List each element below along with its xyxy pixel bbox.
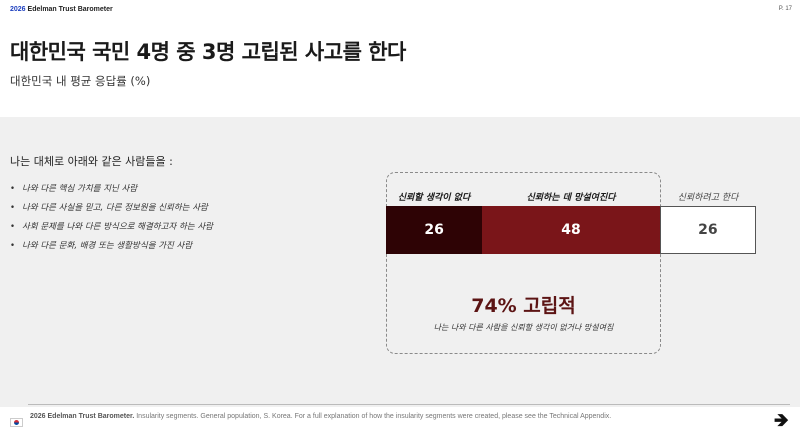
bar-segment-willing: 26 [659,206,756,254]
bar-segment-hesitant: 48 [482,206,660,254]
bullet-item: • 사회 문제를 나와 다른 방식으로 해결하고자 하는 사람 [10,222,213,232]
bullet-text: 나와 다른 사실을 믿고, 다른 정보원을 신뢰하는 사람 [22,203,208,213]
next-arrow-icon[interactable]: 🡺 [774,410,789,431]
footer-source: 2026 Edelman Trust Barometer. Insularity… [30,413,611,420]
page-number: P. 17 [778,6,792,12]
bar-value-label: 48 [561,222,581,238]
brand-name: Edelman Trust Barometer [27,6,113,13]
bullet-item: • 나와 다른 핵심 가치를 지닌 사람 [10,184,138,194]
bullet-item: • 나와 다른 문화, 배경 또는 생활방식을 가진 사람 [10,241,193,251]
footer-source-text: Insularity segments. General population,… [134,413,612,420]
bar-value-label: 26 [424,222,444,238]
bullet-item: • 나와 다른 사실을 믿고, 다른 정보원을 신뢰하는 사람 [10,203,208,213]
insular-highlight-box [386,172,661,354]
category-label-willing: 신뢰하려고 한다 [677,193,739,203]
bar-value-label: 26 [698,222,718,238]
bullet-text: 나와 다른 문화, 배경 또는 생활방식을 가진 사람 [22,241,193,251]
insular-percentage: 74% 고립적 [471,295,576,317]
category-label-unwilling: 신뢰할 생각이 없다 [397,193,471,203]
korea-flag-icon [10,418,23,427]
bullet-text: 나와 다른 핵심 가치를 지닌 사람 [22,184,138,194]
content-panel [0,117,800,407]
brand-year: 2026 [10,6,26,13]
footer-divider [28,404,790,405]
bullet-text: 사회 문제를 나와 다른 방식으로 해결하고자 하는 사람 [22,222,213,232]
brand-logo: 2026 Edelman Trust Barometer [10,6,113,13]
stacked-bar: 26 48 26 [386,206,756,254]
page-subtitle: 대한민국 내 평균 응답률 (%) [10,74,151,88]
category-label-hesitant: 신뢰하는 데 망설여진다 [526,193,616,203]
insular-note: 나는 나와 다른 사람을 신뢰할 생각이 없거나 망설여짐 [433,323,614,332]
bar-segment-unwilling: 26 [386,206,483,254]
intro-text: 나는 대체로 아래와 같은 사람들을 : [10,155,173,168]
footer-source-bold: 2026 Edelman Trust Barometer. [30,413,135,420]
page-title: 대한민국 국민 4명 중 3명 고립된 사고를 한다 [10,40,406,64]
bullet-list: • 나와 다른 핵심 가치를 지닌 사람 • 나와 다른 사실을 믿고, 다른 정보… [10,182,213,258]
